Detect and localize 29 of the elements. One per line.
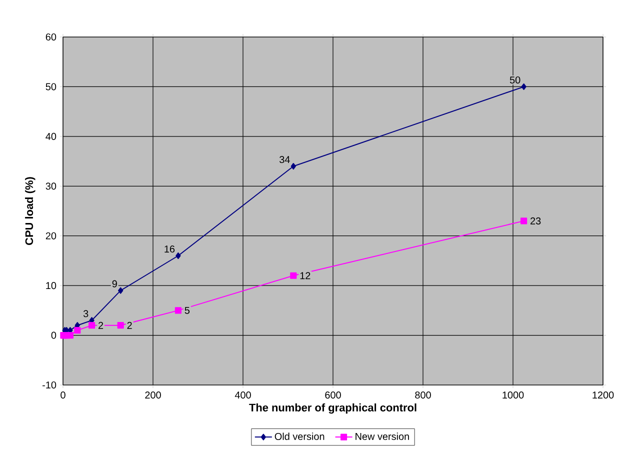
y-tick-label: 20	[46, 232, 56, 240]
data-label: 23	[530, 217, 541, 224]
data-label: 34	[279, 156, 290, 164]
y-axis-title: CPU load (%)	[25, 177, 36, 245]
data-label: 12	[300, 272, 310, 280]
y-tick-label: -10	[42, 381, 56, 389]
data-label: 9	[112, 280, 117, 288]
x-tick-label: 800	[415, 392, 431, 399]
y-tick-label: 0	[51, 332, 56, 339]
data-label: 5	[184, 306, 190, 314]
legend-label: Old version	[274, 432, 324, 440]
x-tick-label: 1000	[502, 392, 524, 399]
x-tick-label: 1200	[592, 392, 614, 399]
y-tick-label: 30	[46, 182, 56, 190]
x-tick-label: 400	[234, 392, 251, 399]
data-label: 2	[127, 322, 132, 329]
x-axis-title: The number of graphical control	[249, 403, 416, 414]
y-tick-label: 10	[46, 282, 56, 290]
data-label: 3	[83, 310, 88, 318]
y-tick-label: 50	[46, 83, 56, 90]
x-tick-label: 200	[145, 392, 161, 399]
y-tick-label: 40	[46, 132, 56, 140]
data-label: 50	[510, 76, 520, 84]
data-label: 2	[98, 322, 104, 329]
data-label: 16	[164, 245, 175, 253]
x-tick-label: 600	[325, 392, 341, 399]
x-tick-label: 0	[60, 392, 66, 399]
legend-label: New version	[356, 432, 409, 440]
y-tick-label: 60	[46, 33, 56, 41]
